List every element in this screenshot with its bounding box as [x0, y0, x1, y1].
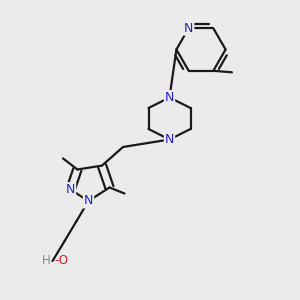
Text: N: N [184, 22, 194, 35]
Text: -O: -O [54, 254, 68, 268]
Text: N: N [165, 133, 174, 146]
Text: H: H [42, 254, 51, 268]
Text: N: N [66, 183, 75, 196]
Text: N: N [165, 91, 174, 104]
Text: N: N [84, 194, 93, 208]
